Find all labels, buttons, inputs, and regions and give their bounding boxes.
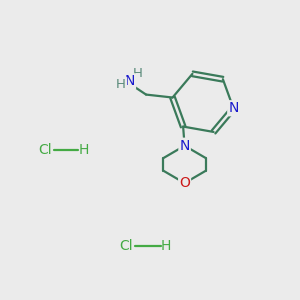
Text: N: N: [228, 101, 239, 115]
Text: O: O: [179, 176, 190, 190]
Text: N: N: [125, 74, 135, 88]
Text: Cl: Cl: [39, 143, 52, 157]
Text: N: N: [179, 139, 190, 153]
Text: H: H: [133, 68, 143, 80]
Text: Cl: Cl: [120, 239, 133, 253]
Text: H: H: [116, 78, 126, 91]
Text: H: H: [161, 239, 171, 253]
Text: H: H: [79, 143, 89, 157]
